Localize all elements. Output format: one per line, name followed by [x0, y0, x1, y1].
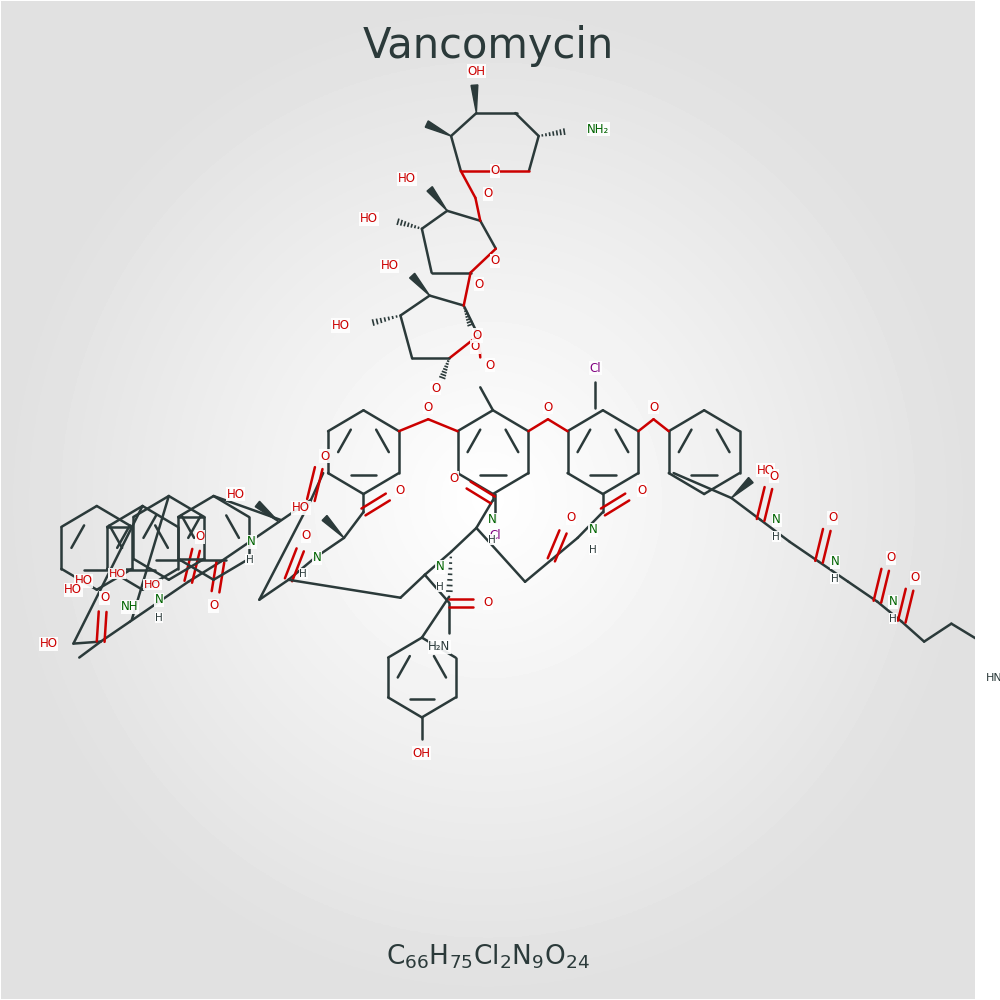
Text: HO: HO — [292, 501, 310, 514]
Text: O: O — [770, 470, 779, 483]
Text: O: O — [911, 571, 920, 584]
Text: HO: HO — [332, 319, 350, 332]
Text: O: O — [431, 382, 440, 395]
Text: O: O — [485, 359, 495, 372]
Polygon shape — [410, 273, 430, 296]
Text: H: H — [436, 582, 444, 592]
Text: N: N — [155, 593, 163, 606]
Text: N: N — [247, 535, 256, 548]
Text: HO: HO — [40, 637, 58, 650]
Text: OH: OH — [467, 65, 485, 78]
Polygon shape — [255, 501, 279, 522]
Text: O: O — [483, 596, 493, 609]
Text: HO: HO — [227, 488, 245, 501]
Polygon shape — [471, 85, 478, 113]
Text: H: H — [155, 613, 163, 623]
Text: O: O — [490, 254, 500, 267]
Text: O: O — [449, 472, 459, 485]
Text: O: O — [320, 450, 329, 463]
Text: O: O — [195, 530, 205, 543]
Polygon shape — [322, 515, 344, 538]
Text: O: O — [209, 599, 218, 612]
Text: N: N — [312, 551, 321, 564]
Text: N: N — [831, 555, 839, 568]
Text: O: O — [566, 511, 575, 524]
Text: N: N — [488, 513, 496, 526]
Text: HO: HO — [75, 574, 93, 587]
Text: O: O — [886, 551, 896, 564]
Text: HO: HO — [381, 259, 399, 272]
Text: O: O — [396, 484, 405, 497]
Text: O: O — [649, 401, 658, 414]
Text: N: N — [436, 560, 445, 573]
Text: H: H — [488, 535, 496, 545]
Text: HO: HO — [756, 464, 774, 477]
Text: H: H — [299, 569, 307, 579]
Text: NH: NH — [121, 600, 139, 613]
Text: O: O — [543, 401, 553, 414]
Text: H₂N: H₂N — [428, 640, 451, 653]
Text: HO: HO — [360, 212, 378, 225]
Text: O: O — [100, 591, 109, 604]
Text: HN: HN — [986, 673, 1000, 683]
Text: O: O — [301, 529, 311, 542]
Text: O: O — [471, 340, 480, 353]
Text: Vancomycin: Vancomycin — [362, 25, 614, 67]
Polygon shape — [731, 477, 753, 498]
Text: H: H — [889, 614, 897, 624]
Text: HO: HO — [398, 172, 416, 185]
Text: H: H — [772, 532, 780, 542]
Text: O: O — [424, 401, 433, 414]
Text: O: O — [828, 511, 837, 524]
Text: H: H — [831, 574, 838, 584]
Text: H: H — [246, 555, 253, 565]
Text: O: O — [474, 278, 483, 291]
Text: H: H — [589, 545, 597, 555]
Text: $\mathregular{C_{66}H_{75}Cl_2N_9O_{24}}$: $\mathregular{C_{66}H_{75}Cl_2N_9O_{24}}… — [386, 942, 590, 971]
Text: N: N — [589, 523, 598, 536]
Text: NH₂: NH₂ — [587, 123, 610, 136]
Text: OH: OH — [413, 747, 431, 760]
Text: O: O — [473, 329, 482, 342]
Text: O: O — [490, 164, 500, 177]
Text: N: N — [772, 513, 781, 526]
Text: N: N — [889, 595, 898, 608]
Polygon shape — [425, 121, 451, 136]
Text: Cl: Cl — [589, 362, 601, 375]
Text: O: O — [637, 484, 646, 497]
Text: HO: HO — [144, 580, 161, 590]
Text: Cl: Cl — [489, 529, 501, 542]
Text: HO: HO — [108, 569, 126, 579]
Polygon shape — [427, 187, 447, 211]
Text: O: O — [483, 187, 493, 200]
Text: HO: HO — [64, 583, 82, 596]
